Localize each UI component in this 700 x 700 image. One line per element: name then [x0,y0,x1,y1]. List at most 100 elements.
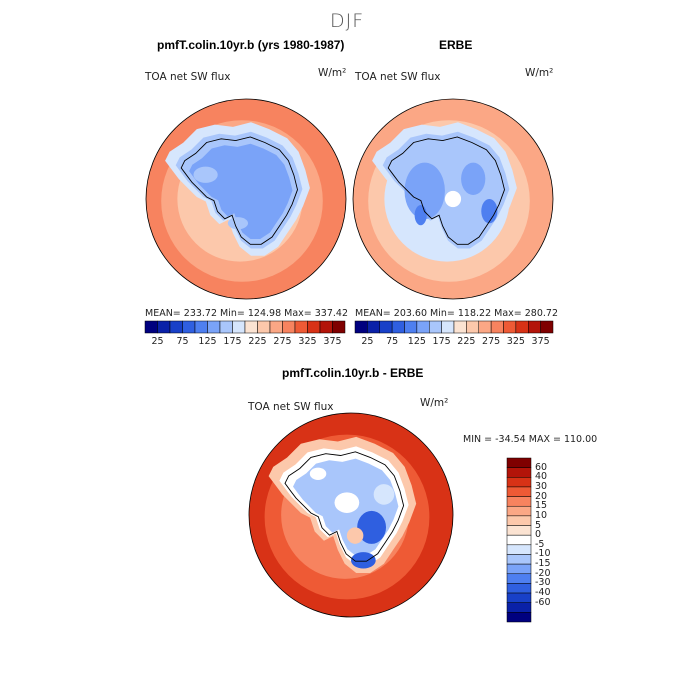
field-patch-3 [373,484,395,505]
colorbar-swatch-8 [244,320,258,334]
coastline [284,451,405,562]
model-units-label: W/m² [318,67,347,79]
colorbar-swatch-5 [207,320,221,334]
colorbar-tick-label: 25 [361,336,374,347]
field-patch-0 [193,166,218,183]
field-patch-0 [404,162,445,220]
diff-colorbar-tick-label: -30 [535,577,551,589]
diff-colorbar-tick-label: -10 [535,548,551,560]
colorbar-swatch-2 [169,320,183,334]
obs-colorbar [354,320,554,334]
diff-colorbar-swatch-1 [506,467,532,478]
colorbar-tick-label: 125 [407,336,426,347]
map-boundary [248,412,454,618]
field-patch-4 [309,467,327,480]
diff-colorbar-swatch-2 [506,477,532,488]
map-field [249,413,453,617]
coastline [180,136,298,245]
colorbar-tick-label: 275 [482,336,501,347]
field-patch-0 [357,510,387,544]
colorbar-tick-label: 375 [531,336,550,347]
diff-colorbar-swatch-14 [506,592,532,603]
colorbar-tick-label: 125 [198,336,217,347]
diff-colorbar-swatch-5 [506,505,532,517]
field-patch-1 [227,217,249,230]
obs-polar-map [352,98,554,300]
figure-title: DJF [330,10,365,32]
colorbar-swatch-13 [515,320,529,334]
diff-colorbar-tick-label: 40 [535,471,548,483]
colorbar-tick-label: 175 [432,336,451,347]
colorbar-swatch-12 [503,320,517,334]
field-patch-3 [444,190,462,208]
colorbar-swatch-2 [379,320,393,334]
colorbar-swatch-6 [219,320,233,334]
colorbar-swatch-10 [269,320,283,334]
colorbar-tick-label: 75 [176,336,189,347]
obs-colorbar-ticks: 25 75 125 175 225 275 325 375 [355,336,553,348]
diff-colorbar-tick-label: -60 [535,596,551,608]
diff-colorbar-swatch-12 [506,573,532,584]
diff-colorbar-swatch-10 [506,554,532,565]
diff-colorbar-tick-label: 60 [535,461,548,473]
diff-colorbar [506,457,532,623]
colorbar-swatch-7 [441,320,455,334]
model-colorbar [144,320,346,334]
diff-units-label: W/m² [420,397,449,409]
diff-polar-map [248,412,454,618]
colorbar-swatch-14 [319,320,333,334]
colorbar-tick-label: 275 [273,336,292,347]
colorbar-swatch-5 [416,320,430,334]
colorbar-swatch-0 [144,320,158,334]
diff-colorbar-swatch-4 [506,496,532,507]
diff-colorbar-ticks: 60 40 30 20 15 10 5 0 -5 -10 -15 -20 -30 -40 -60 [535,458,575,622]
diff-colorbar-tick-label: -40 [535,587,551,599]
diff-colorbar-tick-label: 5 [535,519,542,531]
colorbar-tick-label: 175 [223,336,242,347]
diff-colorbar-tick-label: 20 [535,490,548,502]
diff-colorbar-tick-label: 15 [535,500,548,512]
diff-colorbar-swatch-6 [506,515,532,526]
diff-colorbar-swatch-15 [506,602,532,613]
colorbar-swatch-9 [466,320,479,334]
colorbar-tick-label: 225 [457,336,476,347]
diff-colorbar-tick-label: 30 [535,480,548,492]
model-panel-title: pmfT.colin.10yr.b (yrs 1980-1987) [157,38,345,52]
colorbar-tick-label: 375 [323,336,342,347]
diff-colorbar-swatch-11 [506,563,532,575]
model-polar-map [145,98,347,300]
model-colorbar-ticks: 25 75 125 175 225 275 325 375 [145,336,345,348]
diff-colorbar-tick-label: -15 [535,558,551,570]
colorbar-tick-label: 225 [248,336,267,347]
colorbar-swatch-13 [307,320,321,334]
colorbar-swatch-4 [404,320,418,334]
colorbar-swatch-12 [294,320,308,334]
colorbar-swatch-1 [367,320,380,334]
colorbar-tick-label: 25 [151,336,164,347]
colorbar-swatch-14 [528,320,541,334]
diff-stats: MIN = -34.54 MAX = 110.00 [463,434,598,445]
diff-colorbar-swatch-7 [506,525,532,536]
diff-colorbar-swatch-8 [506,534,532,546]
diff-colorbar-swatch-3 [506,486,532,497]
obs-panel-title: ERBE [439,38,473,52]
map-field [353,99,553,299]
field-patch-2 [481,199,498,224]
field-patch-1 [351,552,376,569]
diff-panel-title: pmfT.colin.10yr.b - ERBE [282,366,424,380]
ice-sheet-interior [189,143,293,239]
coastline [387,136,505,245]
field-patch-5 [346,527,364,544]
map-field [146,99,346,299]
colorbar-swatch-15 [540,320,554,334]
colorbar-swatch-0 [354,320,368,334]
colorbar-tick-label: 325 [506,336,525,347]
colorbar-swatch-3 [182,320,196,334]
field-patch-4 [414,205,427,226]
diff-colorbar-swatch-16 [506,612,532,623]
obs-variable-label: TOA net SW flux [355,71,441,83]
colorbar-swatch-3 [391,320,405,334]
colorbar-swatch-9 [257,320,271,334]
obs-stats: MEAN= 203.60 Min= 118.22 Max= 280.72 [355,308,559,319]
